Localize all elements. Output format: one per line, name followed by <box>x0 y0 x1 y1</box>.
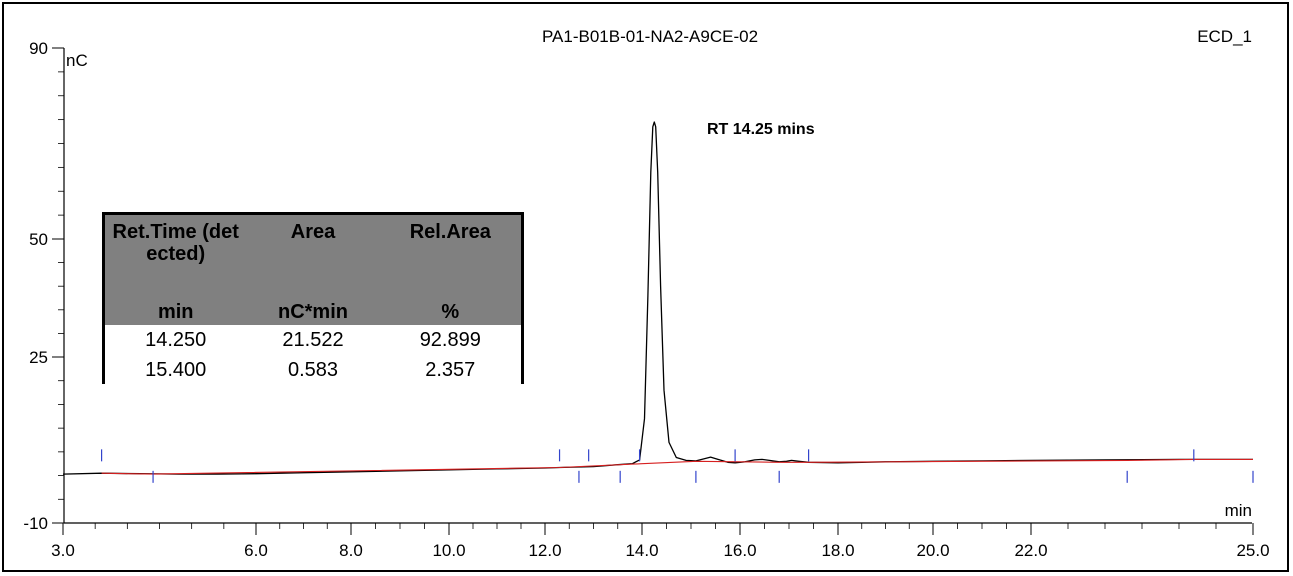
cell-ret-time: 15.400 <box>145 359 207 381</box>
x-tick-label: 20.0 <box>916 541 949 560</box>
x-tick-label: 18.0 <box>821 541 854 560</box>
x-axis-label: min <box>1225 501 1252 520</box>
unit-area: nC*min <box>246 297 380 325</box>
cell-rel-area: 92.899 <box>419 329 481 351</box>
y-axis-label: nC <box>66 51 88 70</box>
y-tick-label: 90 <box>29 39 48 58</box>
header-rel-area: Rel.Area <box>379 215 521 297</box>
x-tick-label: 22.0 <box>1014 541 1047 560</box>
series-layer <box>62 121 1253 475</box>
x-tick-label: 8.0 <box>339 541 363 560</box>
y-tick-label: 25 <box>29 348 48 367</box>
table-row: 15.400 0.583 2.357 <box>105 355 521 384</box>
y-tick-label: 50 <box>29 230 48 249</box>
cell-area: 0.583 <box>287 359 339 381</box>
header-ret-time: Ret.Time (detected) <box>105 215 247 297</box>
cell-rel-area: 2.357 <box>425 359 476 381</box>
integration-marks <box>100 449 1254 483</box>
x-tick-label: 3.0 <box>51 541 75 560</box>
table-header-row: Ret.Time (detected) Area Rel.Area <box>105 215 521 297</box>
table-unit-row: min nC*min % <box>105 297 521 325</box>
chart-title: PA1-B01B-01-NA2-A9CE-02 <box>542 27 758 46</box>
x-ticks: 3.0 6.0 8.0 10.0 12.0 14.0 16.0 18.0 20.0 22.0 25.… <box>51 523 1270 560</box>
x-tick-label: 25.0 <box>1236 541 1269 560</box>
baseline-trace <box>101 458 1253 475</box>
table-row: 14.250 21.522 92.899 <box>105 325 521 355</box>
minor-ticks <box>58 71 1217 529</box>
cell-area: 21.522 <box>282 329 344 351</box>
x-tick-label: 6.0 <box>244 541 268 560</box>
x-tick-label: 14.0 <box>625 541 658 560</box>
x-tick-label: 12.0 <box>528 541 561 560</box>
peak-table: Ret.Time (detected) Area Rel.Area min nC… <box>102 212 524 384</box>
cell-ret-time: 14.250 <box>145 329 207 351</box>
y-ticks: -10 25 50 90 <box>23 39 64 533</box>
x-tick-label: 16.0 <box>723 541 756 560</box>
unit-ret-time: min <box>105 297 247 325</box>
peak-annotation: RT 14.25 mins <box>707 121 815 138</box>
unit-rel-area: % <box>379 297 521 325</box>
header-area: Area <box>246 215 380 297</box>
x-tick-label: 10.0 <box>432 541 465 560</box>
chromatogram-trace <box>62 121 1253 475</box>
channel-label: ECD_1 <box>1197 27 1252 46</box>
y-tick-label: -10 <box>23 514 48 533</box>
